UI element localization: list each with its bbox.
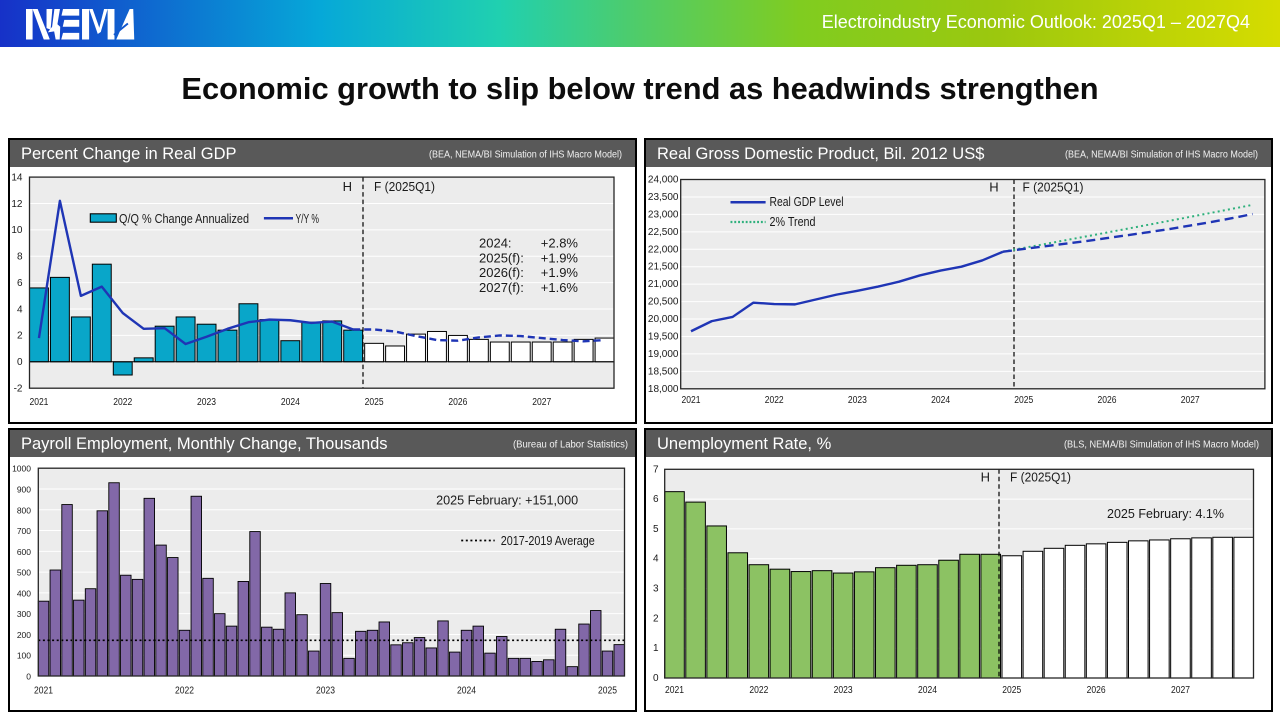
svg-text:2022: 2022 [765, 395, 784, 406]
svg-text:+1.9%: +1.9% [541, 265, 579, 280]
svg-text:2025 February: 4.1%: 2025 February: 4.1% [1107, 506, 1224, 521]
svg-text:2021: 2021 [34, 686, 53, 697]
svg-text:Percent Change in Real GDP: Percent Change in Real GDP [21, 145, 237, 163]
svg-text:21,000: 21,000 [648, 279, 679, 290]
svg-text:(Bureau of Labor Statistics): (Bureau of Labor Statistics) [513, 439, 628, 451]
svg-text:4: 4 [653, 554, 659, 565]
svg-text:19,000: 19,000 [648, 349, 679, 360]
svg-text:400: 400 [17, 588, 31, 598]
svg-text:2025: 2025 [365, 397, 384, 408]
svg-text:500: 500 [17, 568, 31, 578]
svg-text:2023: 2023 [197, 397, 216, 408]
svg-text:2025: 2025 [1014, 395, 1033, 406]
svg-text:800: 800 [17, 505, 31, 515]
svg-text:2024: 2024 [281, 397, 300, 408]
svg-text:2% Trend: 2% Trend [770, 215, 816, 229]
svg-text:20,000: 20,000 [648, 314, 679, 325]
svg-text:23,000: 23,000 [648, 209, 679, 220]
svg-text:2027: 2027 [1181, 395, 1200, 406]
svg-text:Payroll Employment, Monthly Ch: Payroll Employment, Monthly Change, Thou… [21, 435, 388, 453]
svg-text:7: 7 [653, 464, 659, 475]
svg-text:18,000: 18,000 [648, 384, 679, 395]
svg-text:0: 0 [26, 672, 31, 682]
svg-text:-2: -2 [14, 384, 23, 395]
svg-text:+1.6%: +1.6% [541, 280, 579, 295]
svg-text:2025: 2025 [1002, 685, 1021, 696]
svg-text:Unemployment Rate, %: Unemployment Rate, % [657, 435, 832, 453]
svg-text:H: H [981, 470, 990, 485]
svg-text:1000: 1000 [12, 464, 31, 474]
svg-text:Real Gross Domestic Product, B: Real Gross Domestic Product, Bil. 2012 U… [657, 145, 984, 163]
svg-text:2024:: 2024: [479, 235, 512, 250]
svg-text:0: 0 [17, 357, 23, 368]
svg-text:2: 2 [653, 613, 659, 624]
svg-text:1: 1 [653, 643, 659, 654]
svg-text:+1.9%: +1.9% [541, 250, 579, 265]
svg-text:2027: 2027 [1171, 685, 1190, 696]
svg-text:2023: 2023 [848, 395, 867, 406]
svg-text:F (2025Q1): F (2025Q1) [1023, 180, 1084, 195]
svg-text:5: 5 [653, 524, 659, 535]
svg-text:H: H [343, 179, 352, 194]
svg-text:F (2025Q1): F (2025Q1) [1010, 470, 1071, 485]
svg-text:20,500: 20,500 [648, 297, 679, 308]
svg-text:F (2025Q1): F (2025Q1) [374, 179, 435, 194]
svg-text:2025(f):: 2025(f): [479, 250, 524, 265]
svg-text:900: 900 [17, 484, 31, 494]
svg-text:2022: 2022 [113, 397, 132, 408]
svg-text:2023: 2023 [834, 685, 853, 696]
svg-text:2025 February: +151,000: 2025 February: +151,000 [436, 493, 578, 508]
svg-text:22,000: 22,000 [648, 244, 679, 255]
svg-text:19,500: 19,500 [648, 331, 679, 342]
svg-text:2023: 2023 [316, 686, 335, 697]
svg-text:H: H [989, 180, 998, 195]
svg-text:600: 600 [17, 547, 31, 557]
svg-text:2026: 2026 [1098, 395, 1117, 406]
svg-text:6: 6 [17, 278, 23, 289]
svg-text:2022: 2022 [175, 686, 194, 697]
svg-text:3: 3 [653, 584, 659, 595]
svg-text:2027: 2027 [532, 397, 551, 408]
svg-text:+2.8%: +2.8% [541, 235, 579, 250]
svg-text:Real GDP Level: Real GDP Level [770, 195, 844, 209]
svg-text:18,500: 18,500 [648, 366, 679, 377]
svg-text:2026: 2026 [1087, 685, 1106, 696]
svg-text:(BEA, NEMA/BI Simulation of IH: (BEA, NEMA/BI Simulation of IHS Macro Mo… [429, 149, 622, 161]
svg-text:21,500: 21,500 [648, 262, 679, 273]
svg-text:Y/Y %: Y/Y % [296, 211, 320, 226]
svg-text:10: 10 [11, 225, 23, 236]
svg-text:24,000: 24,000 [648, 175, 679, 186]
svg-text:2026: 2026 [448, 397, 467, 408]
svg-text:2027(f):: 2027(f): [479, 280, 524, 295]
svg-text:300: 300 [17, 609, 31, 619]
svg-text:2025: 2025 [598, 686, 617, 697]
svg-text:0: 0 [653, 673, 659, 684]
svg-text:2021: 2021 [682, 395, 701, 406]
svg-text:2024: 2024 [457, 686, 476, 697]
svg-text:700: 700 [17, 526, 31, 536]
svg-text:2017-2019 Average: 2017-2019 Average [501, 533, 595, 548]
svg-text:2024: 2024 [918, 685, 937, 696]
svg-text:2026(f):: 2026(f): [479, 265, 524, 280]
svg-text:22,500: 22,500 [648, 227, 679, 238]
svg-text:12: 12 [11, 199, 23, 210]
svg-text:(BEA, NEMA/BI Simulation of IH: (BEA, NEMA/BI Simulation of IHS Macro Mo… [1065, 149, 1258, 161]
svg-text:6: 6 [653, 494, 659, 505]
svg-text:4: 4 [17, 304, 23, 315]
svg-text:14: 14 [11, 172, 23, 183]
svg-text:2024: 2024 [931, 395, 950, 406]
svg-text:2: 2 [17, 331, 23, 342]
svg-text:200: 200 [17, 630, 31, 640]
svg-text:2021: 2021 [665, 685, 684, 696]
svg-text:2021: 2021 [29, 397, 48, 408]
svg-text:2022: 2022 [749, 685, 768, 696]
svg-text:8: 8 [17, 252, 23, 263]
svg-text:23,500: 23,500 [648, 192, 679, 203]
svg-text:100: 100 [17, 651, 31, 661]
svg-text:Q/Q % Change Annualized: Q/Q % Change Annualized [119, 211, 249, 226]
svg-text:(BLS, NEMA/BI Simulation of IH: (BLS, NEMA/BI Simulation of IHS Macro Mo… [1064, 439, 1259, 451]
